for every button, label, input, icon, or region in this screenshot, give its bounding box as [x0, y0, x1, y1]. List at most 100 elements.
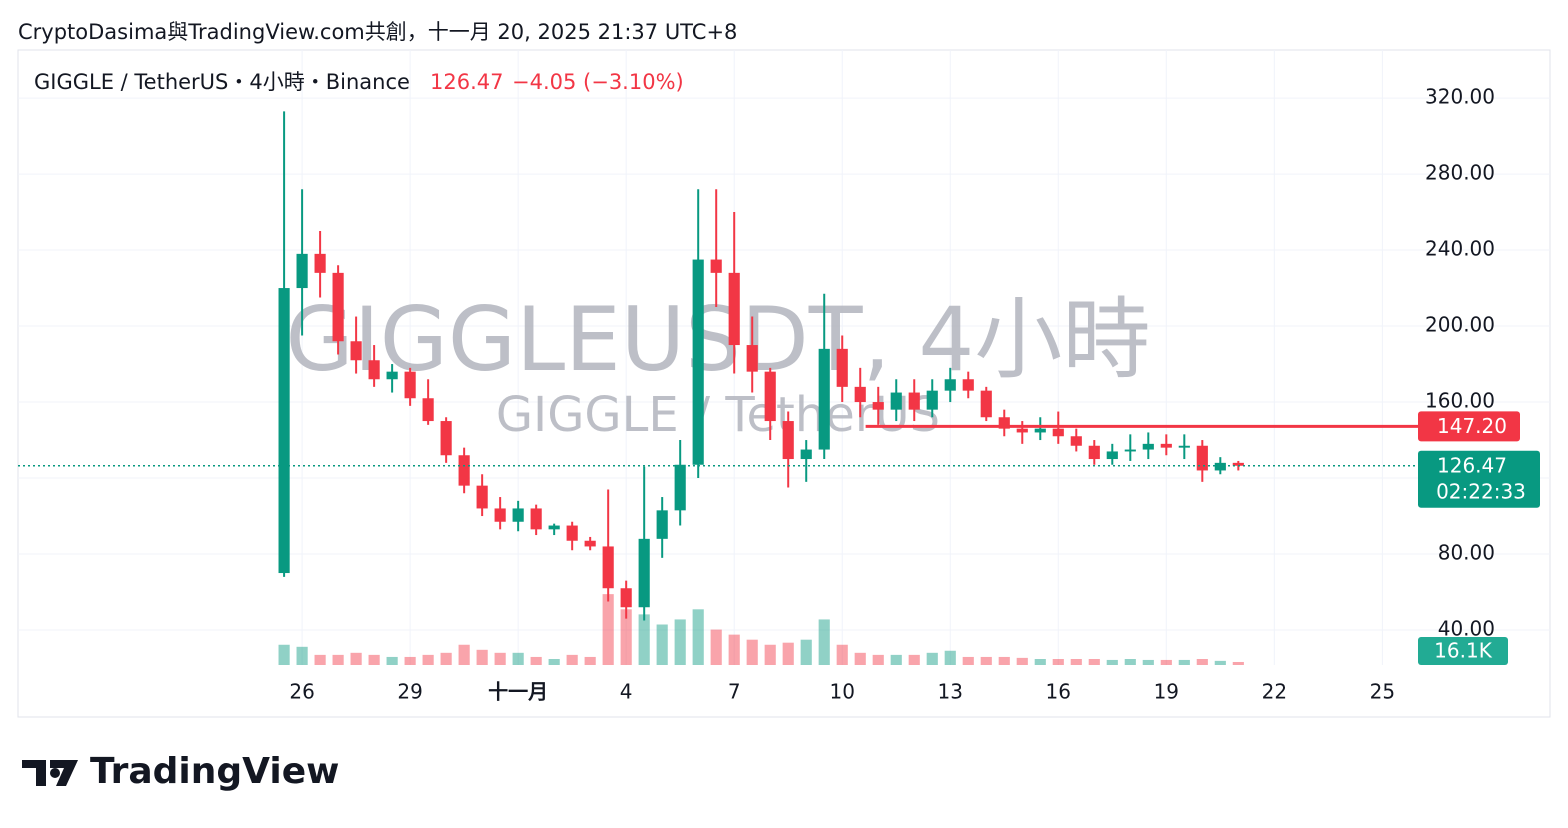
x-tick-label: 7 — [728, 680, 741, 704]
x-tick-label: 16 — [1046, 680, 1071, 704]
candle-body — [422, 398, 434, 422]
candle-body — [638, 538, 650, 608]
volume-bar — [1178, 659, 1190, 665]
candle-body — [602, 546, 614, 589]
volume-bar — [782, 642, 794, 665]
candle-body — [800, 449, 812, 460]
volume-bar — [1124, 659, 1136, 665]
x-tick-label: 4 — [620, 680, 633, 704]
candle-body — [278, 288, 290, 574]
candle-body — [962, 379, 974, 391]
candle-body — [386, 371, 398, 380]
countdown: 02:22:33 — [1436, 479, 1526, 503]
volume-bar — [674, 619, 686, 665]
candle-body — [1106, 451, 1118, 460]
candle-body — [314, 253, 326, 273]
volume-bar — [908, 654, 920, 665]
volume-bar — [1088, 659, 1100, 665]
last-price-box — [1418, 450, 1540, 508]
volume-bar — [1142, 659, 1154, 665]
candle-body — [998, 417, 1010, 429]
volume-label: 16.1K — [1434, 639, 1493, 663]
volume-bar — [602, 594, 614, 665]
candle-body — [494, 508, 506, 522]
candle-body — [764, 371, 776, 422]
volume-bar — [1106, 659, 1118, 665]
candle-body — [584, 540, 596, 547]
candle-body — [548, 525, 560, 530]
credit: CryptoDasima與TradingView.com共創，十一月 20, 2… — [18, 20, 737, 44]
volume-bar — [350, 652, 362, 665]
volume-bar — [656, 624, 668, 665]
brand: TradingView — [90, 751, 339, 792]
candle-body — [980, 390, 992, 418]
volume-bar — [404, 656, 416, 665]
watermark-sub: GIGGLE / TetherUS — [496, 387, 940, 443]
volume-bar — [1070, 659, 1082, 665]
candle-body — [1124, 449, 1136, 452]
volume-bar — [278, 644, 290, 665]
x-tick-label: 22 — [1262, 680, 1287, 704]
watermark: GIGGLEUSDT, 4小時 — [286, 288, 1151, 391]
candle-body — [404, 371, 416, 399]
volume-bar — [890, 654, 902, 665]
candle-body — [836, 348, 848, 387]
candle-body — [530, 508, 542, 530]
volume-bar — [764, 644, 776, 665]
chart-frame — [17, 49, 1551, 718]
volume-bar — [692, 609, 704, 665]
volume-bar — [800, 639, 812, 665]
volume-label-box — [1418, 637, 1508, 665]
y-tick-label: 80.00 — [1438, 541, 1495, 565]
candle-body — [620, 588, 632, 608]
volume-bar — [584, 656, 596, 665]
volume-bar — [746, 639, 758, 665]
volume-bar — [962, 656, 974, 665]
candle-body — [566, 525, 578, 541]
volume-bar — [458, 644, 470, 665]
volume-bar — [494, 652, 506, 665]
candle-body — [440, 421, 452, 456]
volume-bar — [1052, 659, 1064, 665]
volume-bar — [332, 654, 344, 665]
volume-bar — [386, 656, 398, 665]
candle-body — [1088, 445, 1100, 460]
volume-bar — [980, 656, 992, 665]
candle-body — [458, 455, 470, 486]
candle-body — [476, 485, 488, 509]
volume-bar — [1232, 661, 1244, 665]
volume-bar — [926, 652, 938, 665]
volume-bar — [818, 619, 830, 665]
candle-body — [944, 379, 956, 391]
x-tick-label: 25 — [1370, 680, 1395, 704]
y-tick-label: 280.00 — [1425, 161, 1495, 185]
volume-bar — [548, 659, 560, 665]
volume-bar — [314, 654, 326, 665]
candle-body — [908, 392, 920, 410]
candle-body — [1142, 443, 1154, 450]
candle-body — [1232, 462, 1244, 466]
volume-bar — [1160, 659, 1172, 665]
candle-body — [332, 272, 344, 342]
volume-bar — [854, 652, 866, 665]
x-tick-label: 13 — [938, 680, 963, 704]
candle-body — [872, 402, 884, 410]
y-tick-label: 40.00 — [1438, 617, 1495, 641]
y-tick-label: 320.00 — [1425, 85, 1495, 109]
volume-bar — [1034, 659, 1046, 665]
volume-bar — [566, 654, 578, 665]
volume-bar — [440, 652, 452, 665]
candle-body — [818, 348, 830, 450]
change-label: −4.05 (−3.10%) — [512, 70, 684, 94]
last-price-header: 126.47 — [430, 70, 503, 94]
candle-body — [728, 272, 740, 346]
volume-bar — [368, 654, 380, 665]
hline-label-box — [1418, 411, 1520, 442]
candle-body — [1214, 462, 1226, 471]
candle-body — [1034, 428, 1046, 433]
volume-bar — [1016, 657, 1028, 665]
volume-bar — [620, 609, 632, 665]
volume-bar — [422, 654, 434, 665]
